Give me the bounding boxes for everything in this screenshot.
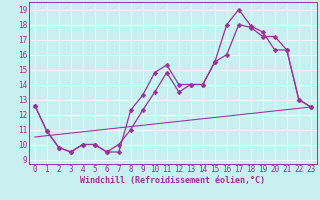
X-axis label: Windchill (Refroidissement éolien,°C): Windchill (Refroidissement éolien,°C) — [80, 176, 265, 185]
